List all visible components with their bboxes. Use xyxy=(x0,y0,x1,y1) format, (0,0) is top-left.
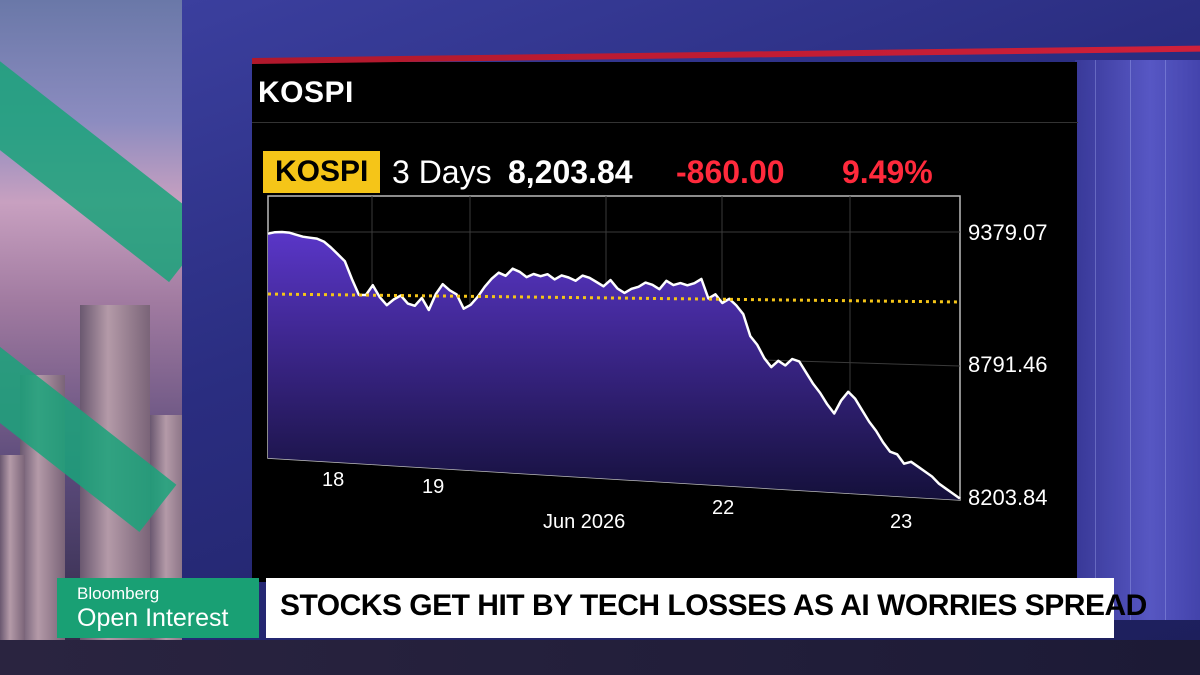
y-tick-label: 8791.46 xyxy=(968,352,1048,377)
grid-line xyxy=(1130,60,1131,620)
percent-change: 9.49% xyxy=(842,154,933,190)
grid-line xyxy=(1095,60,1096,620)
series-line xyxy=(267,230,961,500)
background-tower xyxy=(0,455,25,675)
x-tick-label: 19 xyxy=(422,476,444,498)
panel-title: KOSPI xyxy=(258,76,354,109)
y-tick-label: 8203.84 xyxy=(968,485,1048,510)
ticker-badge: KOSPI xyxy=(263,151,381,193)
show-name: Open Interest xyxy=(77,604,229,632)
show-branding: Bloomberg Open Interest xyxy=(57,578,259,638)
reference-line xyxy=(267,292,961,304)
y-tick-label: 9379.07 xyxy=(968,220,1048,245)
grid-line xyxy=(1165,60,1166,620)
x-month-label: Jun 2026 xyxy=(543,511,625,533)
x-tick-label: 22 xyxy=(712,497,734,519)
series-area xyxy=(268,232,960,500)
period-label: 3 Days xyxy=(392,154,492,190)
headline-text: STOCKS GET HIT BY TECH LOSSES AS AI WORR… xyxy=(280,589,1147,622)
brand-name: Bloomberg xyxy=(77,584,160,603)
x-tick-label: 23 xyxy=(890,511,912,533)
title-divider xyxy=(252,122,1078,123)
headline-bar: STOCKS GET HIT BY TECH LOSSES AS AI WORR… xyxy=(266,578,1147,638)
bottom-strip xyxy=(0,640,1200,675)
net-change: -860.00 xyxy=(676,154,785,190)
last-price: 8,203.84 xyxy=(508,154,633,190)
studio-grid-panel xyxy=(1075,60,1200,620)
x-tick-label: 18 xyxy=(322,469,344,491)
